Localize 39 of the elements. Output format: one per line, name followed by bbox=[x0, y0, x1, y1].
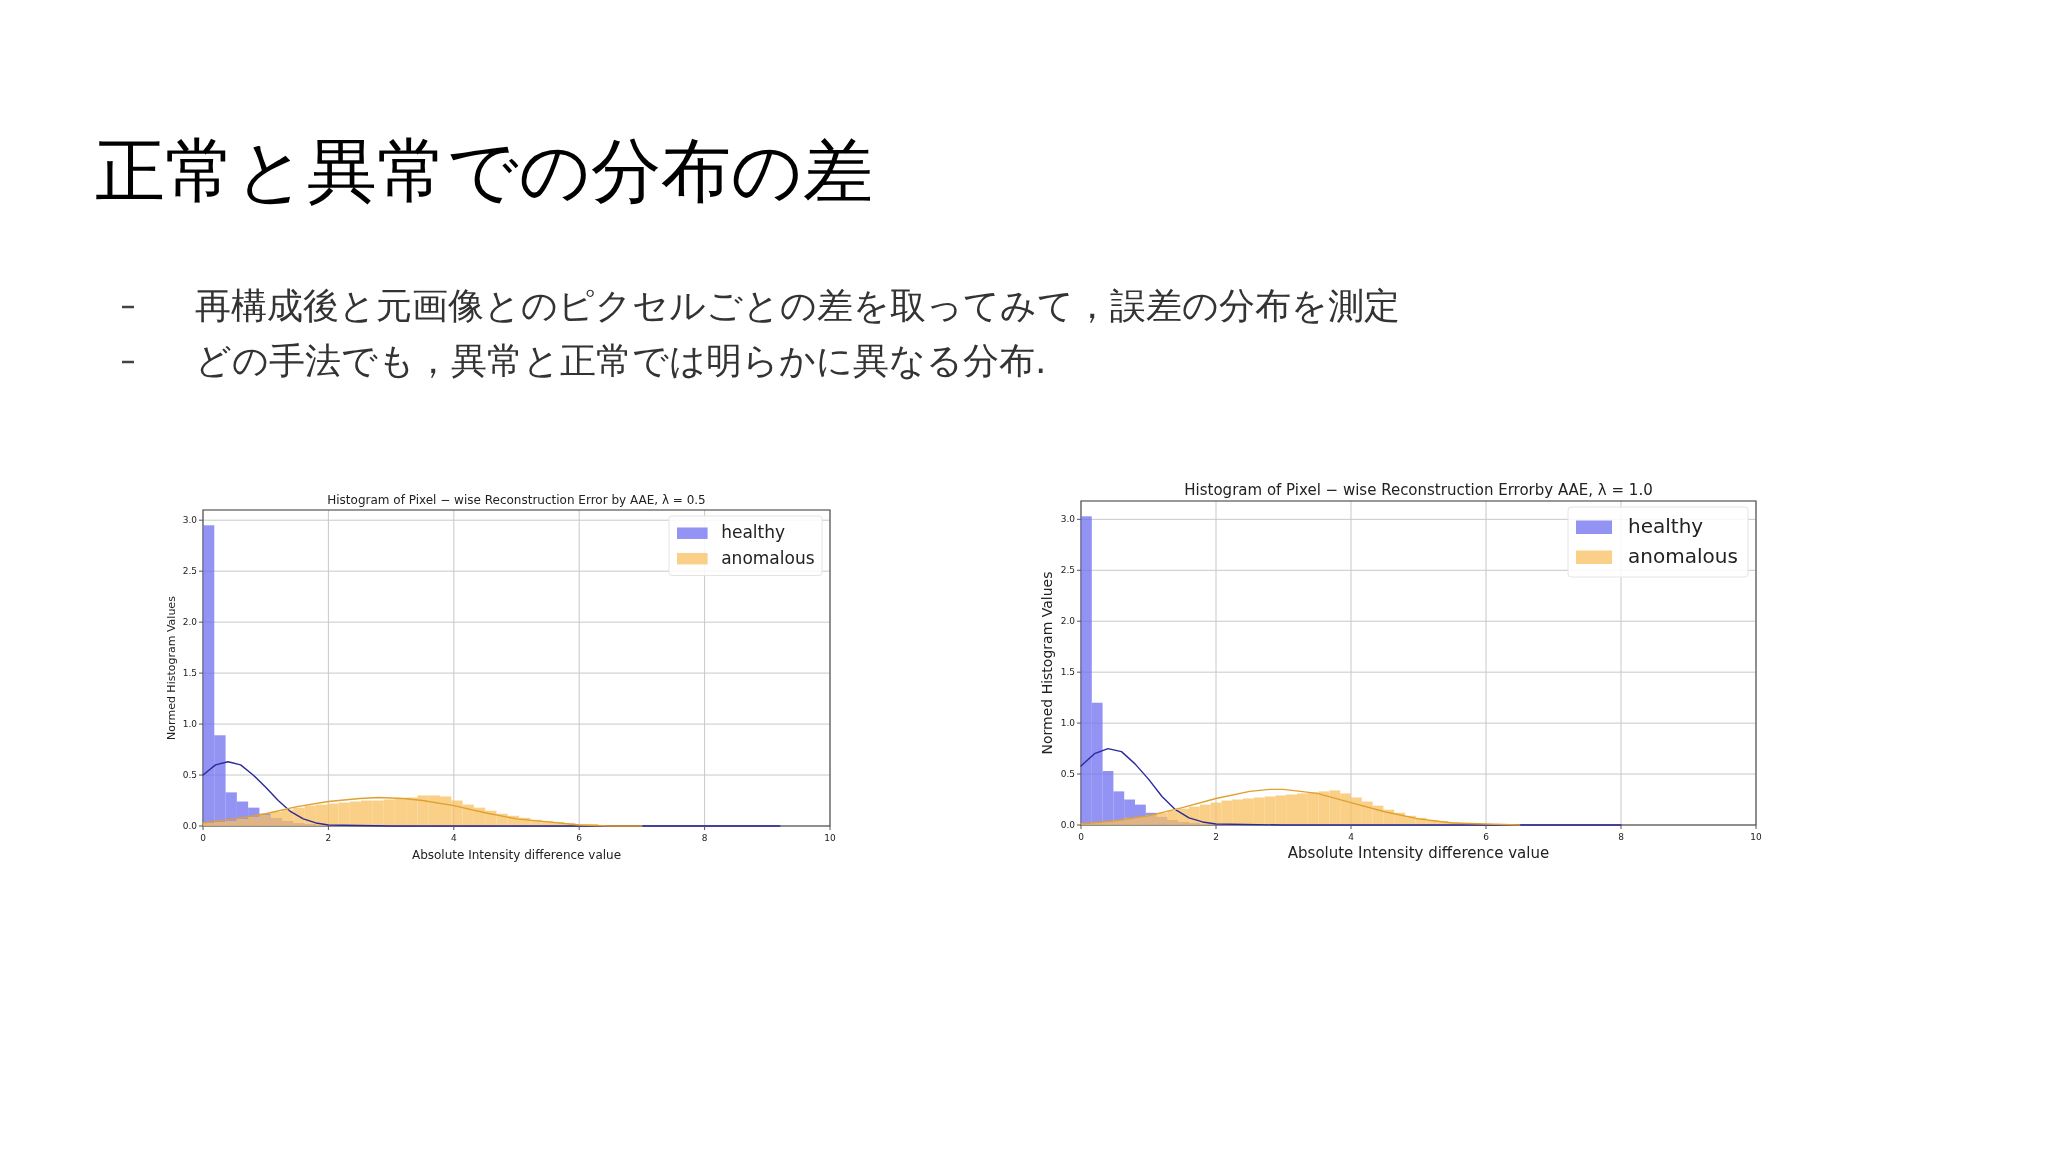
x-tick-label: 4 bbox=[450, 833, 457, 843]
x-tick-label: 0 bbox=[1078, 832, 1085, 842]
legend-label: anomalous bbox=[1628, 544, 1738, 569]
x-tick-label: 8 bbox=[701, 833, 708, 843]
x-tick-label: 10 bbox=[824, 833, 836, 843]
x-axis-title: Absolute Intensity difference value bbox=[1287, 844, 1550, 862]
legend-label: anomalous bbox=[721, 547, 815, 568]
x-tick-label: 4 bbox=[1348, 832, 1355, 842]
y-tick-label: 2.5 bbox=[182, 566, 197, 577]
y-tick-label: 1.0 bbox=[182, 719, 198, 730]
x-tick-label: 8 bbox=[1618, 832, 1625, 842]
y-tick-label: 0.0 bbox=[182, 821, 198, 831]
y-tick-label: 1.5 bbox=[1060, 667, 1075, 678]
y-tick-label: 2.0 bbox=[1060, 616, 1076, 627]
x-tick-label: 6 bbox=[1483, 832, 1490, 842]
x-tick-label: 0 bbox=[200, 833, 207, 843]
text: 再構成後と元画像とのピクセルごとの差を取ってみて，誤差の分布を測定 bbox=[195, 285, 1400, 326]
x-tick-label: 2 bbox=[325, 833, 332, 843]
legend-label: healthy bbox=[721, 522, 786, 543]
y-tick-label: 2.5 bbox=[1060, 565, 1075, 576]
chart-title: Histogram of Pixel − wise Reconstruction Error by AAE, λ = 0.5 bbox=[327, 493, 706, 507]
y-axis-title: Normed Histogram Values bbox=[1038, 571, 1055, 755]
y-tick-label: 0.0 bbox=[1060, 820, 1076, 830]
y-tick-label: 0.5 bbox=[1060, 769, 1075, 780]
y-tick-label: 1.0 bbox=[1060, 718, 1076, 729]
y-tick-label: 3.0 bbox=[182, 515, 198, 526]
legend-label: healthy bbox=[1628, 514, 1704, 539]
text: 正常と異常での分布の差 bbox=[95, 130, 873, 212]
x-axis-title: Absolute Intensity difference value bbox=[411, 848, 622, 862]
y-tick-label: 0.5 bbox=[182, 770, 197, 781]
y-tick-label: 3.0 bbox=[1060, 514, 1076, 525]
y-tick-label: 2.0 bbox=[182, 617, 198, 628]
chart-title: Histogram of Pixel − wise Reconstruction Errorby AAE, λ = 1.0 bbox=[1184, 481, 1653, 499]
text: どの手法でも，異常と正常では明らかに異なる分布. bbox=[195, 340, 1047, 381]
x-tick-label: 10 bbox=[1750, 832, 1762, 842]
y-axis-title: Normed Histogram Values bbox=[165, 595, 178, 740]
x-tick-label: 2 bbox=[1213, 832, 1219, 842]
y-tick-label: 1.5 bbox=[182, 668, 197, 679]
x-tick-label: 6 bbox=[576, 833, 583, 843]
